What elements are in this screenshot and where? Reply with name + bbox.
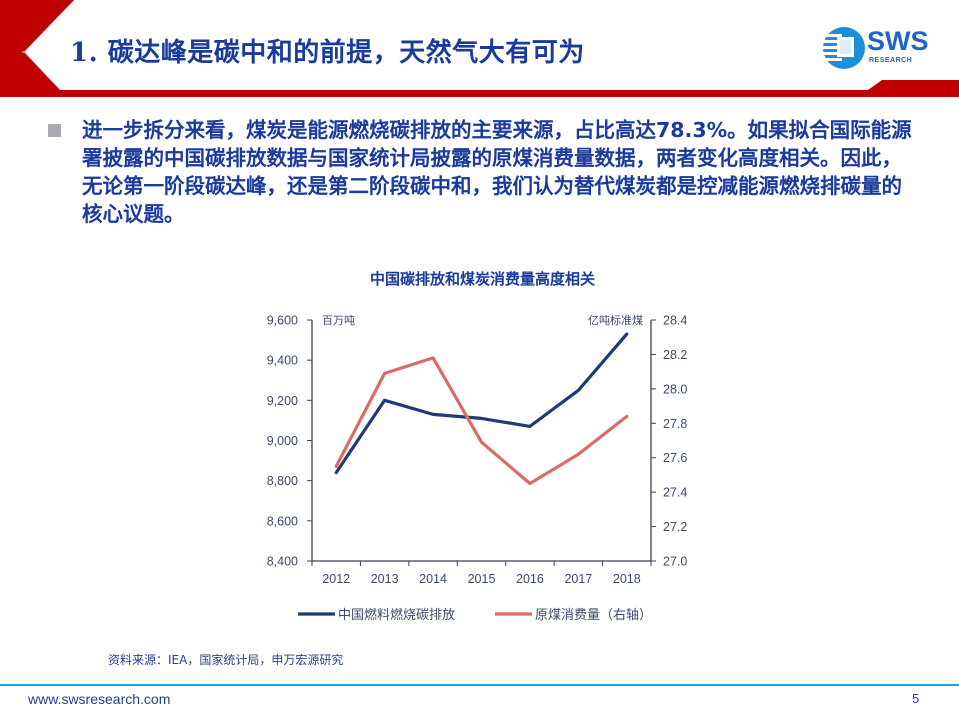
legend-label-coal-consumption: 原煤消费量（右轴） bbox=[535, 608, 652, 623]
x-tick-label: 2018 bbox=[613, 572, 641, 586]
right-tick-label: 27.6 bbox=[663, 451, 687, 465]
x-tick-label: 2014 bbox=[419, 572, 447, 586]
series-carbon-emission-line bbox=[334, 332, 629, 475]
right-axis-unit: 亿吨标准煤 bbox=[588, 313, 643, 327]
right-tick-label: 28.4 bbox=[663, 314, 687, 328]
series-coal-consumption-line bbox=[334, 356, 629, 486]
left-tick-label: 8,400 bbox=[267, 555, 298, 569]
footer-divider bbox=[0, 684, 959, 686]
left-tick-label: 9,000 bbox=[267, 434, 298, 448]
left-tick-label: 8,800 bbox=[267, 474, 298, 488]
right-tick-label: 28.2 bbox=[663, 348, 687, 362]
right-tick-label: 27.4 bbox=[663, 486, 687, 500]
logo-subtext: RESEARCH bbox=[869, 57, 913, 64]
source-note: 资料来源：IEA，国家统计局，申万宏源研究 bbox=[108, 653, 344, 667]
logo-text: SWS bbox=[867, 26, 929, 56]
legend-label-carbon-emission: 中国燃料燃烧碳排放 bbox=[338, 607, 455, 623]
left-tick-label: 9,600 bbox=[267, 314, 298, 328]
chart-title: 中国碳排放和煤炭消费量高度相关 bbox=[369, 270, 595, 288]
bullet-text: 进一步拆分来看，煤炭是能源燃烧碳排放的主要来源，占比高达78.3%。如果拟合国际… bbox=[82, 118, 912, 226]
left-tick-label: 8,600 bbox=[267, 514, 298, 528]
page-number: 5 bbox=[912, 691, 920, 706]
left-tick-label: 9,200 bbox=[267, 394, 298, 408]
left-tick-label: 9,400 bbox=[267, 354, 298, 368]
right-tick-label: 27.2 bbox=[663, 520, 687, 534]
sws-globe-icon bbox=[822, 27, 865, 69]
x-tick-label: 2012 bbox=[322, 572, 350, 586]
x-tick-label: 2017 bbox=[564, 572, 592, 586]
right-tick-label: 27.0 bbox=[663, 555, 687, 569]
footer-url[interactable]: www.swsresearch.com bbox=[28, 691, 171, 707]
right-tick-label: 27.8 bbox=[663, 417, 687, 431]
x-tick-label: 2016 bbox=[516, 572, 544, 586]
x-tick-label: 2015 bbox=[468, 572, 496, 586]
bullet-square-icon bbox=[48, 124, 61, 137]
sws-logo: SWS RESEARCH bbox=[822, 24, 942, 74]
right-tick-label: 28.0 bbox=[663, 382, 687, 396]
page-title: 1. 碳达峰是碳中和的前提，天然气大有可为 bbox=[70, 38, 585, 68]
header-banner bbox=[0, 0, 959, 97]
x-tick-label: 2013 bbox=[371, 572, 399, 586]
left-axis-unit: 百万吨 bbox=[322, 314, 355, 327]
